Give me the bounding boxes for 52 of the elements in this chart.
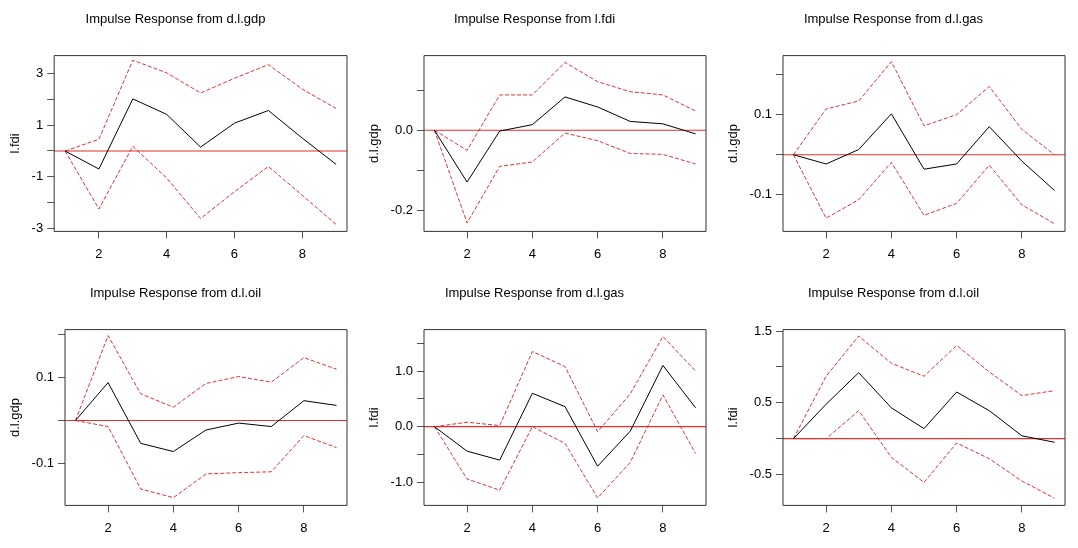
- x-tick-label: 6: [594, 245, 602, 261]
- y-tick-label: -0.5: [749, 466, 772, 482]
- x-tick-label: 8: [1018, 245, 1026, 261]
- x-tick-label: 6: [230, 245, 239, 261]
- y-tick-label: 1.5: [753, 322, 772, 338]
- y-tick-label: 3: [35, 65, 44, 81]
- y-tick-label: -0.2: [390, 202, 413, 218]
- chart-title: Impulse Response from d.l.gas: [803, 11, 984, 27]
- y-tick-label: -0.1: [31, 455, 54, 471]
- chart-title: Impulse Response from d.l.oil: [89, 285, 262, 301]
- chart-title: Impulse Response from l.fdi: [453, 11, 616, 27]
- y-axis-title: l.fdi: [366, 407, 382, 428]
- chart-title: Impulse Response from d.l.gdp: [85, 11, 266, 27]
- x-tick-label: 6: [953, 245, 961, 261]
- x-tick-label: 2: [95, 245, 103, 261]
- y-tick-label: 0.1: [35, 369, 54, 385]
- y-axis-title: l.fdi: [7, 133, 23, 154]
- x-tick-label: 8: [659, 245, 667, 261]
- chart-title: Impulse Response from d.l.gas: [444, 285, 625, 301]
- x-tick-label: 2: [104, 519, 112, 535]
- y-tick-label: 0.0: [394, 121, 413, 137]
- x-tick-label: 2: [463, 519, 471, 535]
- y-axis-title: d.l.gdp: [366, 123, 382, 164]
- x-tick-label: 2: [822, 245, 830, 261]
- x-tick-label: 6: [953, 519, 961, 535]
- y-tick-label: -0.1: [749, 186, 772, 202]
- x-tick-label: 2: [822, 519, 830, 535]
- y-axis-title: l.fdi: [725, 407, 741, 428]
- x-tick-label: 4: [528, 245, 536, 261]
- x-tick-label: 4: [887, 245, 895, 261]
- y-tick-label: 0.1: [753, 106, 772, 122]
- x-tick-label: 4: [887, 519, 895, 535]
- y-tick-label: 0.5: [753, 394, 772, 410]
- x-tick-label: 8: [659, 519, 667, 535]
- y-tick-label: 0.0: [394, 418, 413, 434]
- y-axis-title: d.l.gdp: [7, 397, 23, 438]
- chart-title: Impulse Response from d.l.oil: [807, 285, 980, 301]
- y-tick-label: 1: [35, 116, 44, 132]
- y-tick-label: -3: [31, 219, 44, 235]
- x-tick-label: 6: [594, 519, 602, 535]
- y-tick-label: 1.0: [394, 362, 413, 378]
- x-tick-label: 8: [1018, 519, 1026, 535]
- y-axis-title: d.l.gdp: [725, 123, 741, 164]
- x-tick-label: 2: [463, 245, 471, 261]
- x-tick-label: 6: [235, 519, 243, 535]
- y-tick-label: -1.0: [390, 473, 413, 489]
- x-tick-label: 4: [169, 519, 177, 535]
- x-tick-label: 4: [163, 245, 171, 261]
- y-tick-label: -1: [31, 168, 44, 184]
- x-tick-label: 8: [300, 519, 308, 535]
- x-tick-label: 8: [298, 245, 306, 261]
- x-tick-label: 4: [528, 519, 536, 535]
